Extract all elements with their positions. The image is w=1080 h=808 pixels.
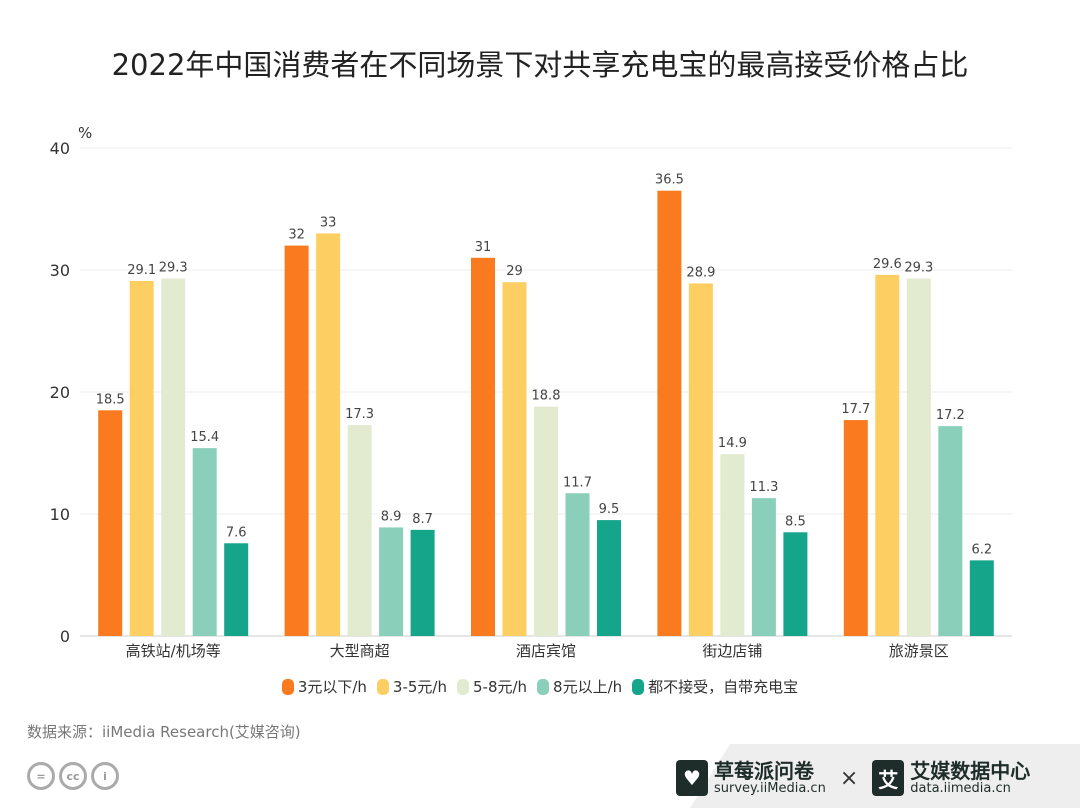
legend-swatch	[456, 678, 469, 695]
data-label: 29	[506, 264, 523, 279]
data-label: 8.9	[381, 509, 402, 524]
bar	[657, 190, 682, 636]
x-tick-label: 酒店宾馆	[516, 642, 576, 660]
bar	[347, 424, 372, 636]
data-label: 6.2	[971, 542, 992, 557]
bar	[875, 274, 900, 636]
data-label: 36.5	[655, 173, 684, 188]
bar	[502, 282, 527, 636]
survey-logo: ♥ 草莓派问卷 survey.iiMedia.cn	[676, 759, 826, 797]
data-label: 17.2	[936, 408, 965, 423]
bar	[565, 493, 590, 636]
bar	[379, 527, 404, 636]
data-label: 33	[320, 215, 337, 230]
y-tick-label: 30	[50, 261, 70, 280]
data-label: 9.5	[599, 502, 620, 517]
logo2-url: data.iimedia.cn	[910, 781, 1011, 796]
bar	[597, 520, 621, 636]
chart-title: 2022年中国消费者在不同场景下对共享充电宝的最高接受价格占比	[111, 48, 969, 82]
equals-icon: =	[27, 762, 55, 790]
bar	[720, 454, 745, 636]
legend-label: 8元以上/h	[553, 678, 623, 696]
x-tick-label: 大型商超	[330, 642, 390, 660]
bar	[751, 498, 776, 636]
y-tick-label: 0	[60, 627, 70, 646]
bar	[224, 543, 249, 636]
bar	[843, 420, 868, 636]
iimedia-mark: 艾	[872, 760, 905, 797]
bar	[98, 410, 123, 636]
x-tick-label: 旅游景区	[889, 642, 949, 660]
iimedia-logo: 艾 艾媒数据中心 data.iimedia.cn	[872, 759, 1031, 797]
data-label: 29.3	[159, 261, 188, 276]
data-label: 17.7	[841, 402, 870, 417]
bar	[129, 280, 154, 636]
legend-label: 3元以下/h	[297, 678, 367, 696]
x-tick-label: 高铁站/机场等	[126, 642, 221, 660]
footer-logos: ♥ 草莓派问卷 survey.iiMedia.cn × 艾 艾媒数据中心 data.…	[676, 759, 1031, 797]
bar	[938, 426, 963, 636]
data-label: 8.5	[785, 514, 806, 529]
bar	[471, 257, 495, 636]
legend-swatch	[632, 678, 645, 695]
data-label: 18.8	[532, 389, 561, 404]
legend-swatch	[281, 678, 294, 695]
logo1-url: survey.iiMedia.cn	[714, 781, 826, 796]
bar	[161, 278, 186, 636]
data-label: 17.3	[345, 407, 374, 422]
logo1-name: 草莓派问卷	[714, 759, 814, 783]
legend-swatch	[376, 678, 389, 695]
legend-label: 都不接受，自带充电宝	[648, 678, 799, 696]
data-label: 15.4	[190, 430, 219, 445]
bar	[534, 406, 558, 636]
legend-item: 5-8元/h	[456, 676, 528, 697]
data-label: 11.7	[563, 475, 592, 490]
data-label: 28.9	[686, 265, 715, 280]
y-tick-label: 40	[50, 139, 70, 158]
data-label: 8.7	[412, 512, 433, 527]
data-label: 29.3	[904, 261, 933, 276]
bar	[688, 283, 713, 636]
bar	[906, 278, 931, 636]
strawberry-icon: ♥	[676, 760, 708, 797]
legend: 3元以下/h 3-5元/h 5-8元/h 8元以上/h 都不接受，自带充电宝	[0, 676, 1080, 697]
legend-swatch	[537, 678, 550, 695]
y-tick-label: 10	[50, 505, 70, 524]
legend-label: 3-5元/h	[392, 678, 447, 696]
x-tick-label: 街边店铺	[702, 642, 762, 660]
bar	[969, 560, 994, 636]
data-label: 18.5	[96, 392, 125, 407]
legend-label: 5-8元/h	[472, 678, 528, 696]
data-label: 29.1	[127, 263, 156, 278]
data-label: 29.6	[873, 257, 902, 272]
data-label: 32	[288, 228, 305, 243]
bar	[783, 532, 808, 636]
data-label: 11.3	[749, 480, 778, 495]
y-tick-label: 20	[50, 383, 70, 402]
person-icon: i	[91, 762, 119, 790]
cc-icon: cc	[59, 762, 87, 790]
y-axis-unit: %	[78, 124, 92, 142]
license-icons: = cc i	[27, 762, 119, 790]
bar	[410, 529, 435, 636]
logo2-name: 艾媒数据中心	[910, 759, 1031, 783]
times-sign: ×	[839, 765, 859, 791]
data-label: 14.9	[718, 436, 747, 451]
source-note: 数据来源：iiMedia Research(艾媒咨询)	[27, 723, 301, 741]
bar	[284, 245, 309, 636]
legend-item: 3-5元/h	[376, 676, 447, 697]
bar	[192, 448, 217, 636]
bar	[316, 233, 341, 636]
data-label: 31	[475, 240, 492, 255]
legend-item: 3元以下/h	[281, 676, 367, 697]
legend-item: 都不接受，自带充电宝	[632, 676, 798, 697]
legend-item: 8元以上/h	[537, 676, 622, 697]
data-label: 7.6	[226, 525, 247, 540]
